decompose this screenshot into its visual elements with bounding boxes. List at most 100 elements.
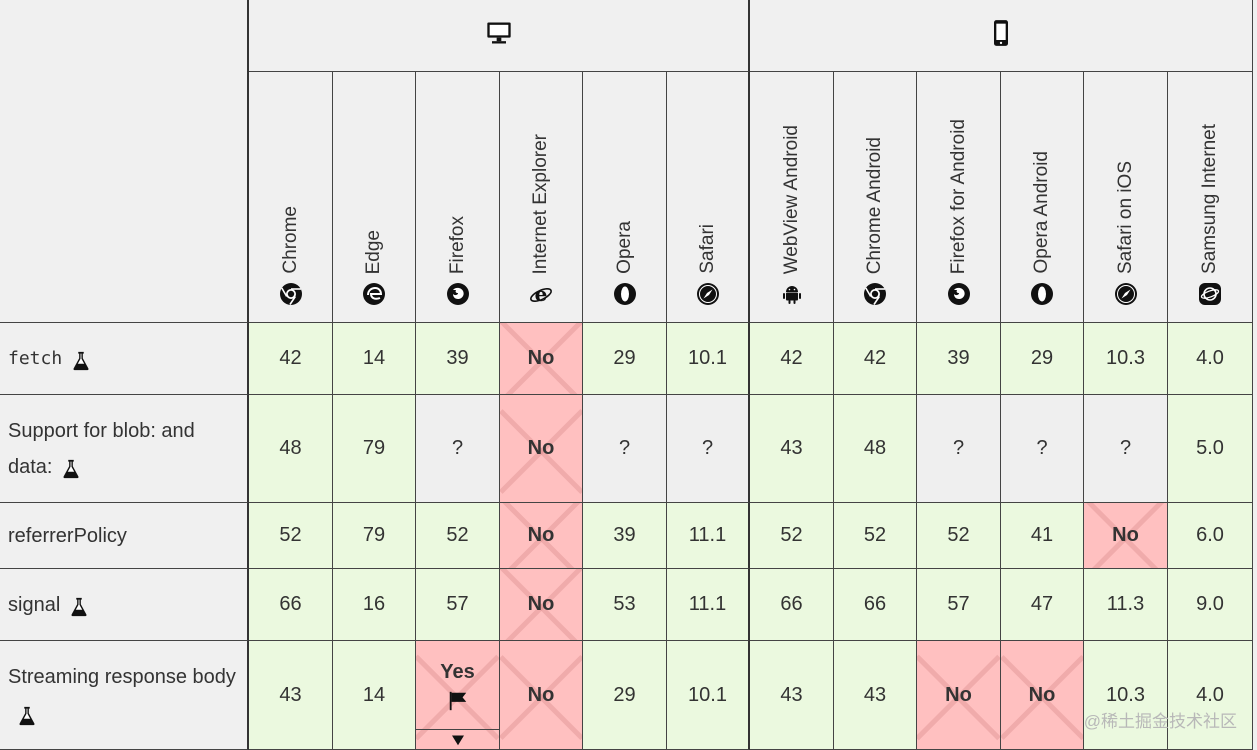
support-cell: ? <box>1001 395 1084 503</box>
support-value: 48 <box>863 437 887 459</box>
browser-name: Firefox for Android <box>947 118 969 274</box>
browser-header: Opera Android <box>1001 72 1084 323</box>
opera-icon <box>1030 282 1054 306</box>
browser-header: Chrome Android <box>834 72 917 323</box>
support-cell: 66 <box>249 569 333 641</box>
flask-icon <box>68 594 90 617</box>
support-value: 52 <box>863 524 887 546</box>
mobile-phone-icon <box>987 19 1015 53</box>
support-cell: 10.1 <box>667 641 750 750</box>
support-value: 39 <box>446 347 469 369</box>
support-cell: 14 <box>333 323 416 395</box>
support-value: 10.1 <box>688 347 727 369</box>
support-cell: No <box>500 323 583 395</box>
feature-name: Support for blob: and data: <box>8 413 239 485</box>
table-corner <box>0 0 249 323</box>
watermark: @稀土掘金技术社区 <box>1083 712 1237 731</box>
support-cell: 53 <box>583 569 667 641</box>
feature-name: Streaming response body <box>8 659 239 731</box>
support-value: 42 <box>780 347 803 369</box>
support-value: 43 <box>279 683 302 706</box>
support-value: 11.1 <box>688 524 727 546</box>
support-value: 5.0 <box>1196 437 1224 459</box>
feature-name: signal <box>8 587 90 623</box>
browser-header: WebView Android <box>750 72 834 323</box>
support-value: ? <box>952 437 965 459</box>
support-cell: 43 <box>249 641 333 750</box>
support-cell: 79 <box>333 503 416 569</box>
browser-header: Edge <box>333 72 416 323</box>
support-value: No <box>527 347 555 369</box>
browser-name: Internet Explorer <box>530 133 551 274</box>
support-cell: No <box>1084 503 1168 569</box>
support-cell: 66 <box>750 569 834 641</box>
support-cell: 4.0 <box>1168 641 1253 750</box>
flag-icon <box>447 690 469 712</box>
support-value: 6.0 <box>1196 524 1224 546</box>
support-cell[interactable]: Yes <box>416 641 500 750</box>
support-cell: No <box>500 395 583 503</box>
support-cell: ? <box>583 395 667 503</box>
browser-header: Opera <box>583 72 667 323</box>
support-value: 11.3 <box>1106 593 1145 615</box>
expand-toggle[interactable] <box>416 729 499 749</box>
support-cell: 11.3 <box>1084 569 1168 641</box>
internet-explorer-icon: e <box>529 282 553 306</box>
support-value: 52 <box>947 524 970 546</box>
support-value: 43 <box>780 437 803 459</box>
support-cell: 57 <box>917 569 1001 641</box>
support-value: 29 <box>613 683 636 706</box>
support-value: 43 <box>863 683 887 706</box>
support-cell: 52 <box>750 503 834 569</box>
feature-text: Support for blob: and data: <box>8 419 195 478</box>
samsung-internet-icon <box>1198 282 1222 306</box>
support-cell: 66 <box>834 569 917 641</box>
support-cell: No <box>500 503 583 569</box>
triangle-down-icon <box>449 731 467 749</box>
support-value: 66 <box>279 593 302 615</box>
support-cell: No <box>500 569 583 641</box>
support-cell: 52 <box>416 503 500 569</box>
support-cell: 9.0 <box>1168 569 1253 641</box>
support-cell: 29 <box>583 641 667 750</box>
support-cell: 10.3 <box>1084 641 1168 750</box>
feature-code: fetch <box>8 348 63 369</box>
platform-header-mobile <box>750 0 1253 72</box>
browser-header: Firefox for Android <box>917 72 1001 323</box>
support-cell: 39 <box>583 503 667 569</box>
support-value: ? <box>701 437 714 459</box>
support-cell: 48 <box>249 395 333 503</box>
support-cell: 41 <box>1001 503 1084 569</box>
support-cell: 48 <box>834 395 917 503</box>
support-value: ? <box>1119 437 1132 459</box>
support-cell: 11.1 <box>667 569 750 641</box>
support-value: No <box>527 683 555 706</box>
support-cell: ? <box>416 395 500 503</box>
flask-icon <box>16 703 38 725</box>
support-cell: 16 <box>333 569 416 641</box>
feature-text: referrerPolicy <box>8 524 127 547</box>
edge-icon <box>362 282 386 306</box>
support-value: 52 <box>780 524 803 546</box>
support-cell: 47 <box>1001 569 1084 641</box>
support-cell: ? <box>1084 395 1168 503</box>
feature-text: Streaming response body <box>8 666 236 688</box>
firefox-icon <box>446 282 470 306</box>
support-value: 29 <box>1030 347 1054 369</box>
support-cell: 42 <box>834 323 917 395</box>
support-cell: 39 <box>917 323 1001 395</box>
support-cell: 39 <box>416 323 500 395</box>
support-value: No <box>527 524 555 546</box>
feature-name-cell: referrerPolicy <box>0 503 249 569</box>
browser-header: Internet Explorer e <box>500 72 583 323</box>
support-cell: 29 <box>583 323 667 395</box>
opera-icon <box>613 282 637 306</box>
support-cell: 43 <box>834 641 917 750</box>
support-value: 10.3 <box>1106 683 1145 706</box>
support-cell: No <box>917 641 1001 750</box>
firefox-icon <box>947 282 971 306</box>
support-cell: 42 <box>750 323 834 395</box>
support-value: 47 <box>1030 593 1054 615</box>
support-value: 43 <box>780 683 803 706</box>
browser-name: Chrome <box>279 206 301 274</box>
